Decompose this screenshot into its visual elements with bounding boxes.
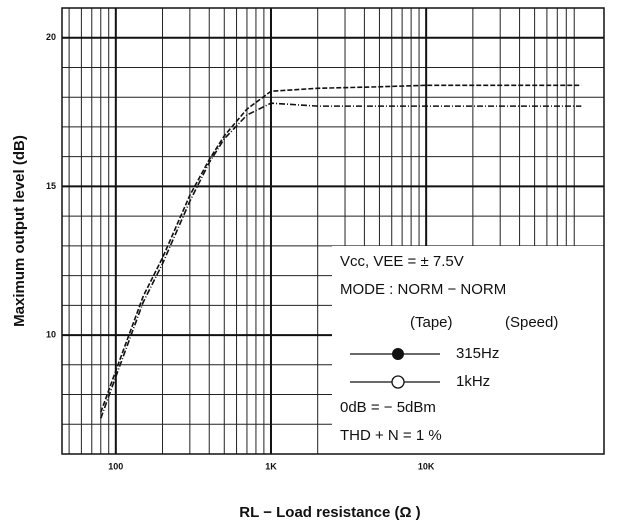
legend-label: 1kHz <box>456 373 490 390</box>
y-tick-label: 20 <box>46 32 56 42</box>
x-tick-label: 100 <box>108 461 123 471</box>
y-tick-label: 15 <box>46 181 56 191</box>
annotation: THD + N = 1 % <box>340 427 442 444</box>
x-tick-label: 10K <box>418 461 435 471</box>
annotation: 0dB = − 5dBm <box>340 399 436 416</box>
x-axis-label: RL − Load resistance (Ω ) <box>239 504 420 521</box>
annotation: (Tape) <box>410 314 453 331</box>
annotation: Vcc, VEE = ± 7.5V <box>340 253 464 270</box>
plot-frame <box>61 7 605 455</box>
annotation: (Speed) <box>505 314 558 331</box>
legend-label: 315Hz <box>456 345 499 362</box>
annotation: MODE : NORM − NORM <box>340 281 506 298</box>
series-line <box>100 102 582 419</box>
legend-marker <box>391 375 405 389</box>
x-tick-label: 1K <box>265 461 277 471</box>
marks <box>100 84 582 419</box>
series-line <box>100 84 582 413</box>
legend-box <box>332 246 604 454</box>
y-axis-label: Maximum output level (dB) <box>11 135 28 327</box>
legend-marker <box>392 348 404 360</box>
y-tick-label: 10 <box>46 329 56 339</box>
